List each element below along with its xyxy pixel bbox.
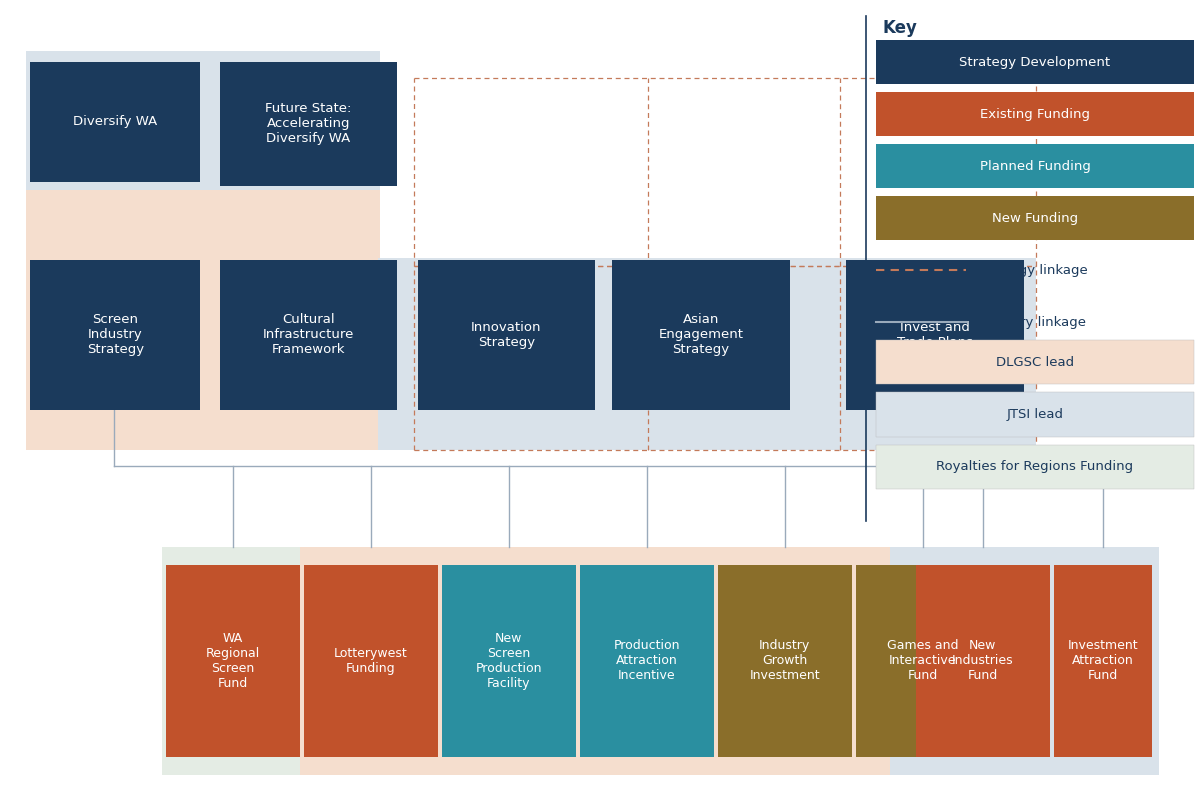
- Text: Games and
Interactive
Fund: Games and Interactive Fund: [887, 639, 959, 682]
- Bar: [890, 547, 1159, 775]
- Text: DLGSC lead: DLGSC lead: [996, 356, 1074, 369]
- Bar: [26, 51, 380, 194]
- Text: Invest and
Trade Plans: Invest and Trade Plans: [896, 321, 973, 348]
- Text: Diversify WA: Diversify WA: [73, 115, 157, 128]
- Bar: [418, 260, 595, 410]
- Bar: [612, 260, 790, 410]
- Text: WA
Regional
Screen
Fund: WA Regional Screen Fund: [205, 632, 260, 690]
- Text: Strategy linkage: Strategy linkage: [978, 264, 1087, 277]
- Text: Lotterywest
Funding: Lotterywest Funding: [334, 647, 408, 674]
- Bar: [442, 565, 576, 757]
- Bar: [876, 144, 1194, 188]
- Text: Strategy Development: Strategy Development: [960, 55, 1110, 69]
- Bar: [378, 258, 1036, 450]
- Bar: [162, 547, 306, 775]
- Bar: [876, 445, 1194, 489]
- Bar: [916, 565, 1050, 757]
- Text: Investment
Attraction
Fund: Investment Attraction Fund: [1068, 639, 1138, 682]
- Text: Future State:
Accelerating
Diversify WA: Future State: Accelerating Diversify WA: [265, 103, 352, 145]
- Bar: [876, 92, 1194, 136]
- Bar: [876, 392, 1194, 437]
- Text: New
Screen
Production
Facility: New Screen Production Facility: [475, 632, 542, 690]
- Text: New Funding: New Funding: [992, 211, 1078, 225]
- Text: Asian
Engagement
Strategy: Asian Engagement Strategy: [659, 313, 743, 356]
- Bar: [166, 565, 300, 757]
- Bar: [876, 40, 1194, 84]
- Bar: [580, 565, 714, 757]
- Bar: [718, 565, 852, 757]
- Text: Screen
Industry
Strategy: Screen Industry Strategy: [86, 313, 144, 356]
- Bar: [304, 565, 438, 757]
- Bar: [856, 565, 990, 757]
- Text: Cultural
Infrastructure
Framework: Cultural Infrastructure Framework: [263, 313, 354, 356]
- Bar: [876, 196, 1194, 240]
- Text: Planned Funding: Planned Funding: [979, 159, 1091, 173]
- Text: Key: Key: [882, 19, 917, 37]
- Text: JTSI lead: JTSI lead: [1007, 408, 1063, 421]
- Bar: [1054, 565, 1152, 757]
- Text: Royalties for Regions Funding: Royalties for Regions Funding: [936, 460, 1134, 473]
- Bar: [846, 260, 1024, 410]
- Bar: [220, 62, 397, 186]
- Bar: [876, 340, 1194, 384]
- Text: Industry
Growth
Investment: Industry Growth Investment: [750, 639, 820, 682]
- Bar: [220, 260, 397, 410]
- Bar: [26, 190, 380, 450]
- Text: Delivery linkage: Delivery linkage: [978, 316, 1086, 329]
- Bar: [30, 62, 200, 182]
- Bar: [300, 547, 894, 775]
- Bar: [30, 260, 200, 410]
- Text: Production
Attraction
Incentive: Production Attraction Incentive: [613, 639, 680, 682]
- Text: Innovation
Strategy: Innovation Strategy: [472, 321, 541, 348]
- Text: Existing Funding: Existing Funding: [980, 107, 1090, 121]
- Text: New
Industries
Fund: New Industries Fund: [952, 639, 1014, 682]
